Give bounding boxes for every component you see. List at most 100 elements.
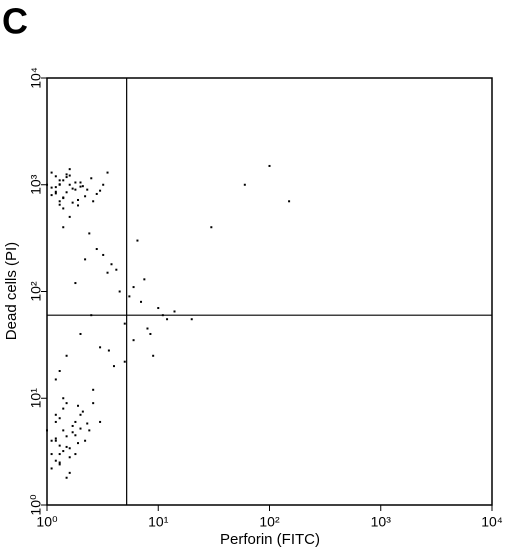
dot <box>46 183 48 186</box>
dot <box>99 346 102 349</box>
dot <box>65 173 68 176</box>
dot <box>123 360 126 363</box>
dot <box>77 404 80 407</box>
dot <box>58 203 61 206</box>
dot <box>84 439 87 442</box>
dot <box>107 349 110 352</box>
dot <box>210 226 213 229</box>
x-tick-label: 10³ <box>371 514 392 530</box>
dot <box>68 447 71 450</box>
dot <box>92 402 95 405</box>
dot <box>71 201 74 204</box>
dot <box>74 188 77 191</box>
dot <box>54 190 57 193</box>
y-tick-label: 10³ <box>28 174 44 195</box>
dot <box>54 459 57 462</box>
dot <box>95 192 98 195</box>
dot <box>102 183 105 186</box>
dot <box>65 445 68 448</box>
dot <box>161 314 164 317</box>
dot <box>74 282 77 285</box>
dot <box>68 183 71 186</box>
dot <box>110 263 113 266</box>
dot <box>58 179 61 182</box>
dot <box>71 187 74 190</box>
dot <box>62 196 65 199</box>
dot <box>118 290 121 293</box>
dot <box>65 176 68 179</box>
x-axis-label: Perforin (FITC) <box>220 531 320 548</box>
dot <box>79 332 82 335</box>
dot <box>68 174 71 177</box>
dot <box>54 420 57 423</box>
dot <box>62 179 65 182</box>
dot <box>99 189 102 192</box>
y-tick-label: 10¹ <box>28 388 44 409</box>
dot <box>58 183 61 186</box>
dot <box>74 453 77 456</box>
dot <box>243 183 246 186</box>
dot <box>88 429 91 432</box>
dot <box>106 271 109 274</box>
dot <box>62 226 65 229</box>
dot <box>136 239 139 242</box>
dot <box>65 476 68 479</box>
dot <box>77 442 80 445</box>
dot <box>65 435 68 438</box>
dot <box>99 420 102 423</box>
dot <box>71 431 74 434</box>
dot <box>65 402 68 405</box>
dot <box>143 278 146 281</box>
dot <box>58 417 61 420</box>
dot <box>132 339 135 342</box>
dot <box>58 200 61 203</box>
x-tick-label: 10¹ <box>148 514 169 530</box>
dot <box>68 215 71 218</box>
dot <box>50 453 53 456</box>
dot <box>68 471 71 474</box>
plot-frame <box>46 77 493 506</box>
dot <box>90 177 93 180</box>
dot <box>65 354 68 357</box>
dot <box>62 407 65 410</box>
dot <box>95 248 98 251</box>
dot <box>152 354 155 357</box>
dot <box>173 310 176 313</box>
dot <box>54 413 57 416</box>
y-tick-label: 10⁰ <box>28 494 44 516</box>
dot <box>92 200 95 203</box>
dot <box>149 332 152 335</box>
dot <box>79 181 82 184</box>
dot <box>74 434 77 437</box>
dot <box>128 295 131 298</box>
dot <box>54 437 57 440</box>
dot <box>106 171 109 174</box>
dot <box>62 450 65 453</box>
dot <box>81 410 84 413</box>
dot <box>68 168 71 171</box>
y-tick-label: 10² <box>28 281 44 302</box>
dot <box>58 463 61 466</box>
x-tick-label: 10⁴ <box>481 514 503 530</box>
dot <box>79 427 82 430</box>
dot <box>112 365 115 368</box>
dot <box>140 300 143 303</box>
dot <box>90 314 93 317</box>
dot <box>58 453 61 456</box>
dot <box>86 188 89 191</box>
panel-label: C <box>2 1 28 42</box>
dot <box>50 171 53 174</box>
dot <box>62 429 65 432</box>
dot <box>54 378 57 381</box>
dot <box>74 420 77 423</box>
dot <box>102 253 105 256</box>
dot <box>62 207 65 210</box>
x-tick-label: 10⁰ <box>36 514 58 530</box>
dot <box>62 397 65 400</box>
dot <box>190 318 193 321</box>
dot <box>54 186 57 189</box>
dot <box>50 194 53 197</box>
dot <box>54 175 57 178</box>
dot <box>58 461 61 464</box>
